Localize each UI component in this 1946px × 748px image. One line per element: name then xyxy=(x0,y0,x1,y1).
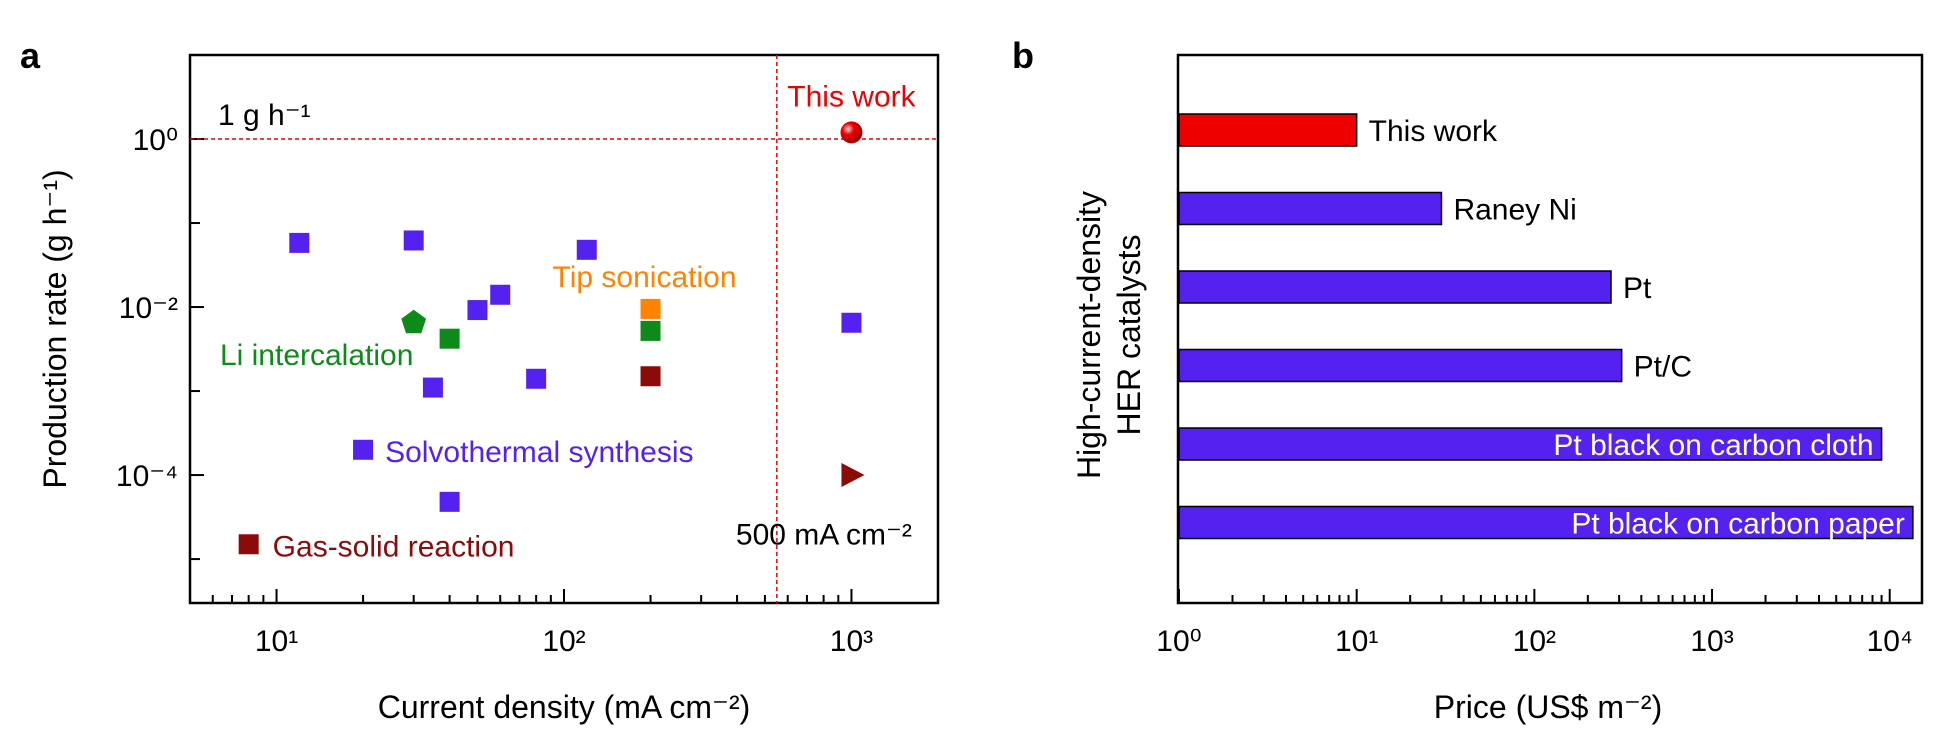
annotation-tip-sonication: Tip sonication xyxy=(553,261,737,294)
bar-label-pt-black-on-carbon-cloth: Pt black on carbon cloth xyxy=(1553,429,1873,462)
reference-line-horizontal-label: 1 g h⁻¹ xyxy=(218,99,311,132)
bar-this-work xyxy=(1178,113,1358,147)
gas-solid-reaction-point xyxy=(238,534,259,555)
solvothermal-synthesis-point xyxy=(841,312,862,333)
solvothermal-synthesis-point xyxy=(403,230,424,251)
solvothermal-synthesis-point xyxy=(490,284,511,305)
gas-solid-reaction-triangle-point xyxy=(841,463,865,488)
annotation-li-intercalation: Li intercalation xyxy=(220,339,413,372)
bar-pt-c xyxy=(1178,348,1623,383)
b-x-tick-label: 10¹ xyxy=(1335,625,1378,658)
panel-a-label: a xyxy=(20,35,41,76)
solvothermal-synthesis-point xyxy=(422,377,443,398)
solvothermal-synthesis-point xyxy=(467,300,488,321)
x-tick-label: 10¹ xyxy=(255,625,298,658)
panel-b-label: b xyxy=(1012,35,1034,76)
annotation-solvothermal-synthesis: Solvothermal synthesis xyxy=(385,436,693,469)
x-tick-label: 10³ xyxy=(830,625,873,658)
solvothermal-synthesis-point xyxy=(439,491,460,512)
panel-b-plot-frame xyxy=(1176,53,1924,605)
bar-label-pt-black-on-carbon-paper: Pt black on carbon paper xyxy=(1571,508,1905,541)
bar-pt xyxy=(1178,270,1612,304)
li-intercalation-point xyxy=(640,320,661,341)
b-x-tick-label: 10⁴ xyxy=(1867,625,1913,658)
y-tick-label: 10⁰ xyxy=(133,124,178,157)
bar-label-pt: Pt xyxy=(1623,272,1652,305)
bar-label-this-work: This work xyxy=(1369,115,1498,148)
bar-raney-ni xyxy=(1178,191,1443,226)
li-intercalation-point xyxy=(439,328,460,349)
li-intercalation-pentagon-point xyxy=(401,309,427,334)
panel-b-y-axis-label-line-2: HER catalysts xyxy=(1111,235,1147,436)
panel-b-y-axis-label: High-current-density HER catalysts xyxy=(1071,191,1147,479)
panel-b-x-axis-label: Price (US$ m⁻²) xyxy=(1434,689,1662,725)
solvothermal-synthesis-point xyxy=(353,439,374,460)
solvothermal-synthesis-point xyxy=(576,239,597,260)
bar-pt-black-on-carbon-paper xyxy=(1178,505,1914,540)
y-tick-label: 10⁻⁴ xyxy=(116,460,178,493)
panel-a-y-axis-label: Production rate (g h⁻¹) xyxy=(37,169,73,488)
solvothermal-synthesis-point xyxy=(526,368,547,389)
y-tick-label: 10⁻² xyxy=(119,292,178,325)
tip-sonication-point xyxy=(640,298,661,319)
this-work-point xyxy=(840,121,863,144)
bar-label-raney-ni: Raney Ni xyxy=(1453,194,1576,227)
bar-label-pt-c: Pt/C xyxy=(1634,351,1692,384)
annotation-this-work: This work xyxy=(787,80,916,113)
reference-line-vertical-label: 500 mA cm⁻² xyxy=(736,519,912,552)
panel-a-x-axis-label: Current density (mA cm⁻²) xyxy=(378,689,751,725)
bar-pt-black-on-carbon-cloth xyxy=(1178,427,1883,461)
gas-solid-reaction-point xyxy=(640,366,661,387)
b-x-tick-label: 10³ xyxy=(1690,625,1733,658)
panel-a: a 10¹ 10² 10³ 10⁰ 10⁻² 10⁻⁴ 1 g h⁻¹ 500 mA cm⁻… xyxy=(20,35,940,725)
b-x-tick-label: 10⁰ xyxy=(1156,625,1201,658)
solvothermal-synthesis-point xyxy=(289,232,310,253)
panel-b-y-axis-label-line-1: High-current-density xyxy=(1071,191,1107,479)
x-tick-label: 10² xyxy=(542,625,585,658)
annotation-gas-solid-reaction: Gas-solid reaction xyxy=(273,530,515,563)
panel-b: b This work Raney Ni Pt Pt/C Pt black on car… xyxy=(1012,35,1924,725)
b-x-tick-label: 10² xyxy=(1513,625,1556,658)
